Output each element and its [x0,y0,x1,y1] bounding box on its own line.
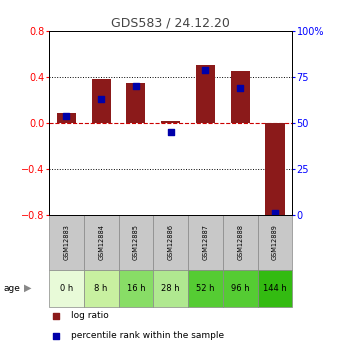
Bar [265,123,285,220]
Text: GSM12888: GSM12888 [237,224,243,260]
Text: 144 h: 144 h [263,284,287,293]
Bar [119,215,153,270]
Bar [258,270,292,307]
Point [64,113,69,118]
Bar [92,79,111,123]
Text: GSM12889: GSM12889 [272,224,278,260]
Point [234,255,240,261]
Text: age: age [3,284,20,293]
Text: log ratio: log ratio [71,311,108,320]
Bar [188,215,223,270]
Text: GSM12885: GSM12885 [133,224,139,260]
Text: 0 h: 0 h [60,284,73,293]
Point [272,210,278,216]
Text: 28 h: 28 h [161,284,180,293]
Text: percentile rank within the sample: percentile rank within the sample [71,332,224,341]
Text: 96 h: 96 h [231,284,249,293]
Text: GSM12886: GSM12886 [168,224,174,260]
Point [238,85,243,91]
Point [98,96,104,102]
Bar [49,215,84,270]
Text: GSM12887: GSM12887 [202,224,209,260]
Bar [231,71,250,123]
Bar [57,112,76,123]
Bar [188,270,223,307]
Bar [84,215,119,270]
Bar [153,215,188,270]
Bar [126,83,145,123]
Bar [119,270,153,307]
Bar [84,270,119,307]
Point [203,67,208,72]
Text: ▶: ▶ [24,283,32,293]
Text: GSM12884: GSM12884 [98,224,104,260]
Title: GDS583 / 24.12.20: GDS583 / 24.12.20 [111,17,230,30]
Text: 16 h: 16 h [127,284,145,293]
Point [168,129,173,135]
Point [234,72,240,77]
Bar [161,121,180,123]
Point [133,83,139,89]
Bar [223,215,258,270]
Bar [153,270,188,307]
Text: 52 h: 52 h [196,284,215,293]
Bar [49,270,84,307]
Text: GSM12883: GSM12883 [64,224,69,260]
Bar [258,215,292,270]
Text: 8 h: 8 h [95,284,108,293]
Bar [196,66,215,123]
Bar [223,270,258,307]
